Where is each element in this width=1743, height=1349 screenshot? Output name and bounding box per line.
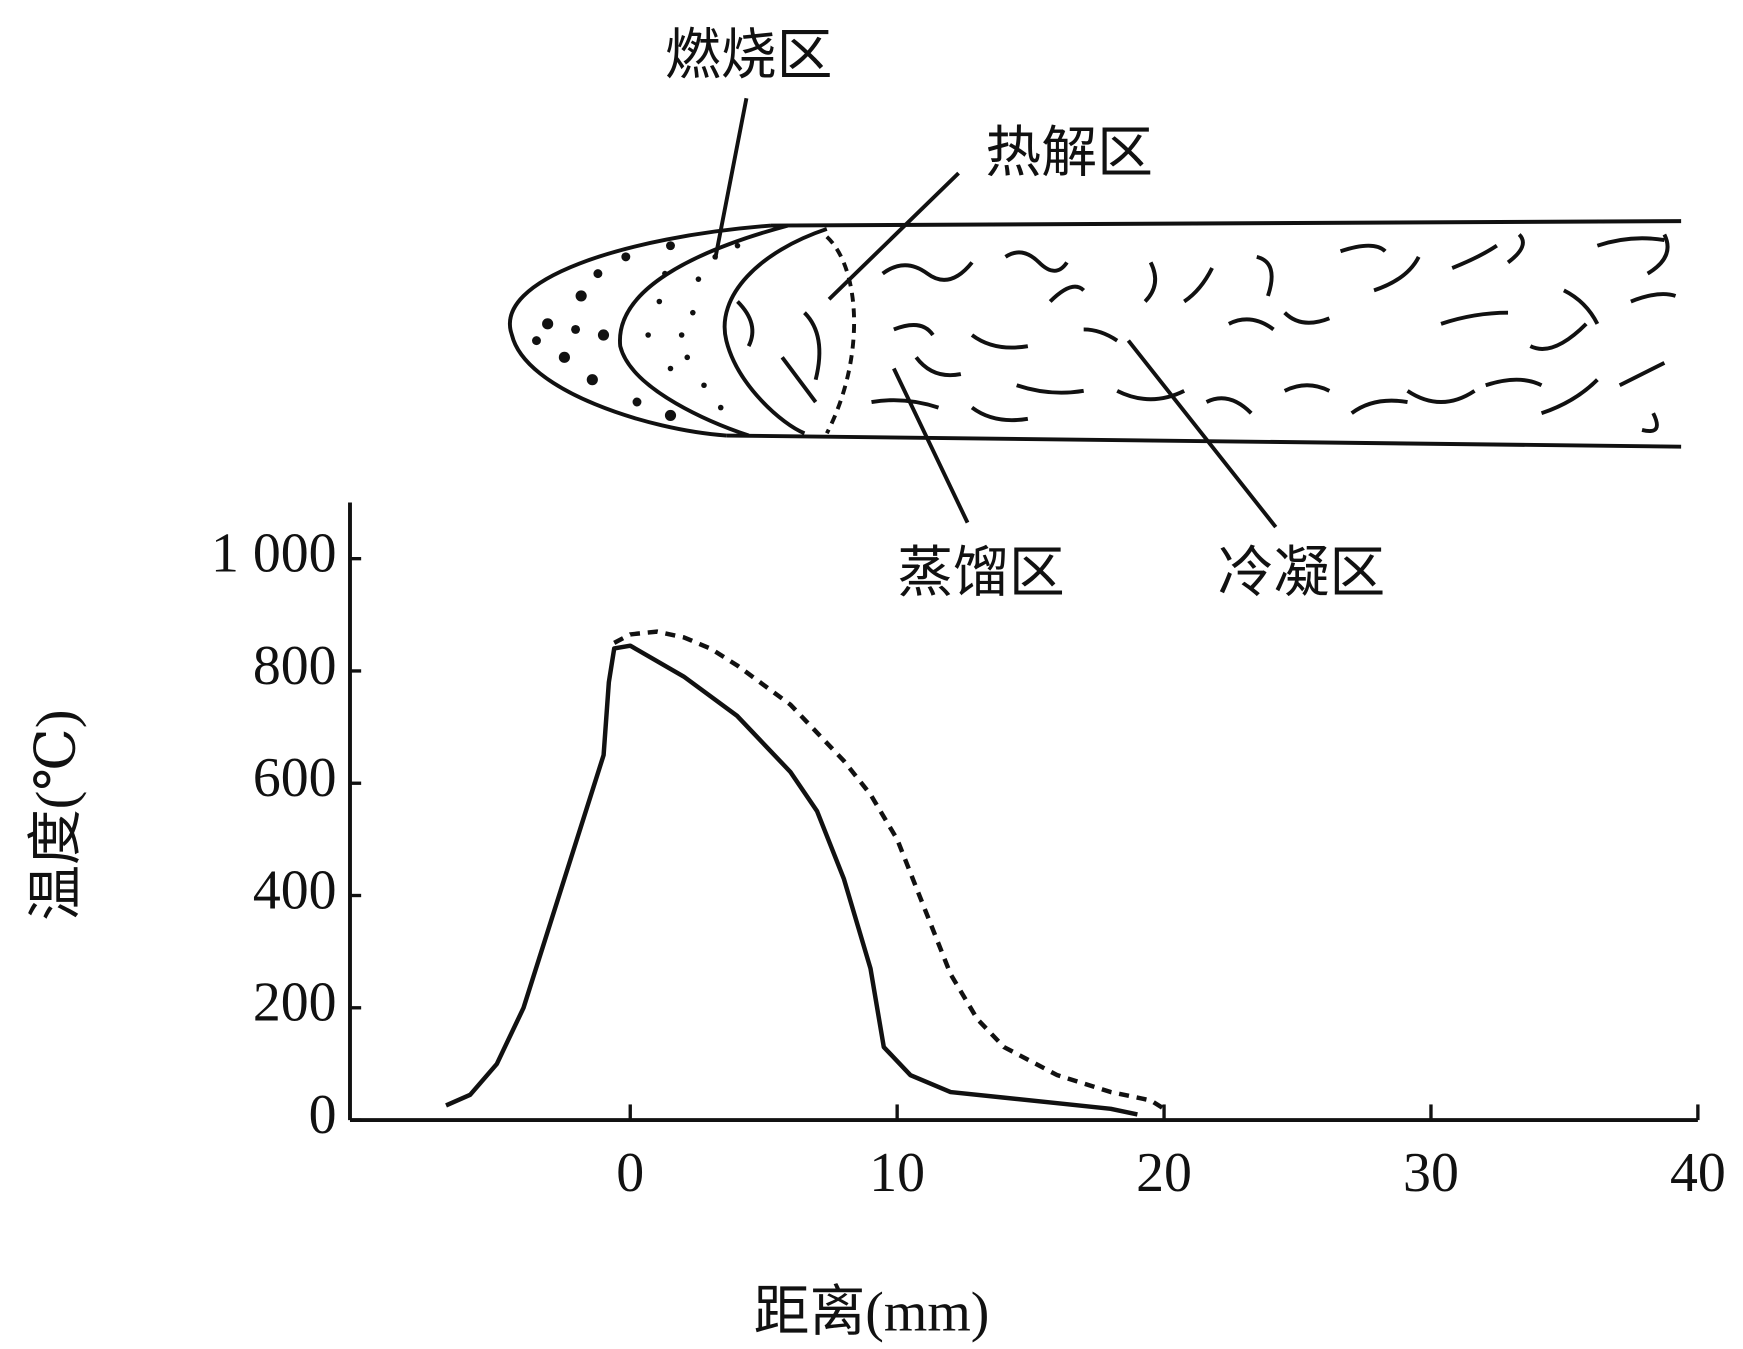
page: 燃烧区 热解区 蒸馏区 冷凝区 距离(mm) 温度(℃) 02004006008… xyxy=(0,0,1743,1349)
x-tick-label: 30 xyxy=(1403,1142,1459,1204)
zone-label: 冷凝区 xyxy=(1218,542,1385,604)
chart: 燃烧区 热解区 蒸馏区 冷凝区 距离(mm) 温度(℃) 02004006008… xyxy=(0,0,1743,1349)
pyrolysis-boundary xyxy=(827,237,854,434)
distill-zone-edge xyxy=(725,229,827,433)
zone-label: 热解区 xyxy=(985,122,1152,184)
y-tick-label: 0 xyxy=(309,1084,337,1146)
x-tick-label: 10 xyxy=(869,1142,925,1204)
y-tick-label: 1 000 xyxy=(211,522,337,584)
y-tick-label: 200 xyxy=(253,972,337,1034)
y-axis-label: 温度(℃) xyxy=(26,710,88,921)
x-tick-label: 40 xyxy=(1670,1142,1726,1204)
x-tick-label: 0 xyxy=(616,1142,644,1204)
data-line xyxy=(614,632,1164,1109)
ash-dots xyxy=(532,241,740,421)
zone-label: 蒸馏区 xyxy=(897,542,1064,604)
y-tick-label: 800 xyxy=(253,635,337,697)
y-tick-label: 400 xyxy=(253,859,337,921)
zone-label: 燃烧区 xyxy=(665,25,832,87)
tobacco-squiggles xyxy=(737,235,1675,432)
cigarette-diagram: 燃烧区 热解区 蒸馏区 冷凝区 xyxy=(510,25,1681,604)
y-tick-label: 600 xyxy=(253,747,337,809)
cigarette-body xyxy=(726,221,1681,447)
x-axis-label: 距离(mm) xyxy=(754,1282,990,1344)
x-tick-label: 20 xyxy=(1136,1142,1192,1204)
data-line xyxy=(446,646,1137,1115)
